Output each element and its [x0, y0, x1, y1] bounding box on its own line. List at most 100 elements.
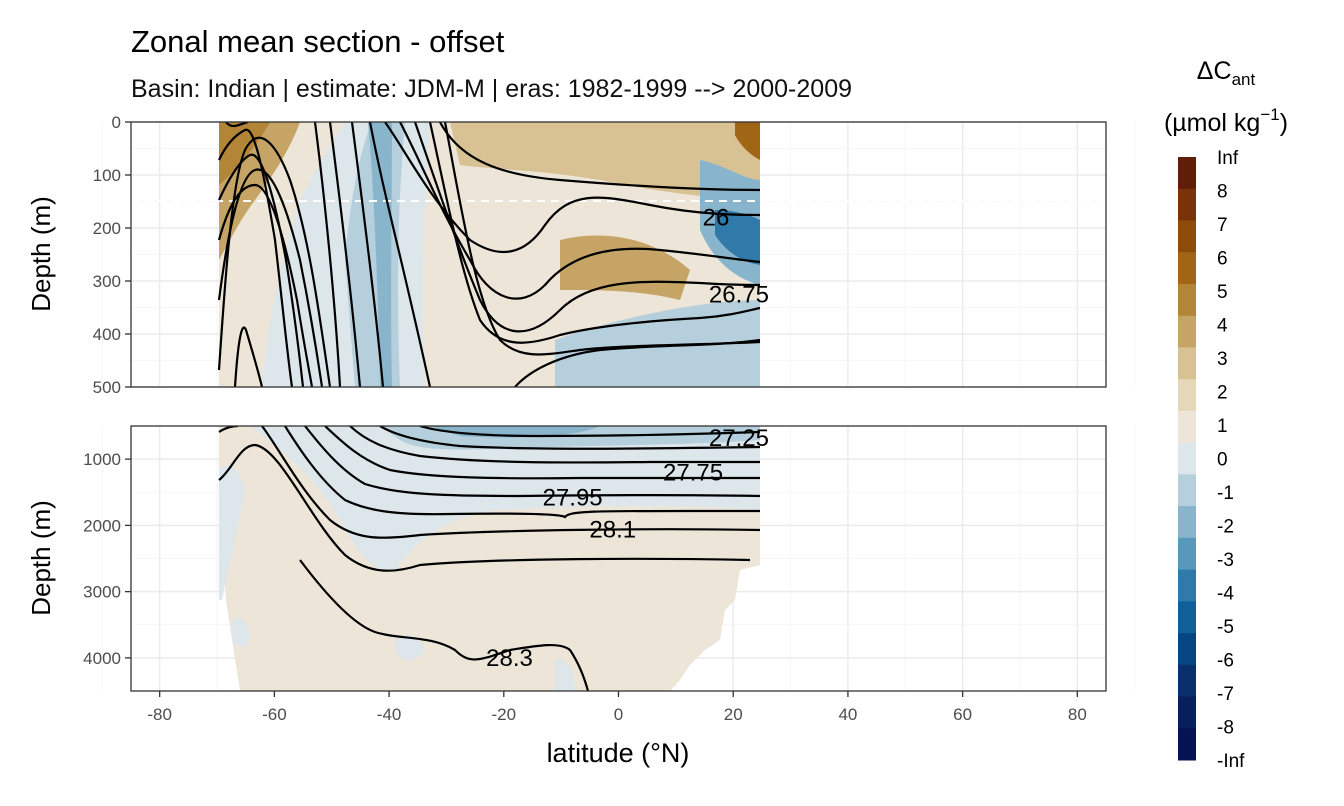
- contour-label: 27.75: [663, 459, 723, 486]
- isopycnal-line: [428, 122, 761, 344]
- y-tick-label: 1000: [83, 450, 121, 469]
- legend-label: 0: [1217, 450, 1228, 471]
- legend-swatch: [1178, 283, 1196, 317]
- upper-positive-north: [560, 235, 690, 300]
- contour-label: 26: [703, 204, 730, 231]
- x-tick-label: 60: [953, 705, 972, 724]
- x-axis-label: latitude (°N): [547, 738, 690, 768]
- contour-labels: 26 26.75 27.25 27.75 27.95 28.1 28.3: [486, 204, 769, 671]
- legend-title: ΔCant: [1197, 57, 1256, 89]
- isopycnal-line: [218, 443, 751, 572]
- y-tick-label: 0: [112, 113, 121, 132]
- legend-swatch: [1178, 601, 1196, 634]
- contour-label: 28.1: [589, 516, 636, 543]
- legend-label: -8: [1217, 718, 1234, 739]
- isopycnal-line: [350, 122, 385, 387]
- legend-label: -Inf: [1217, 751, 1245, 772]
- legend-swatch: [1178, 188, 1196, 221]
- y-tick-label: 4000: [83, 649, 121, 668]
- upper-positive-subtropics: [450, 122, 760, 200]
- legend-swatch: [1178, 569, 1196, 602]
- isopycnal-line: [349, 426, 760, 464]
- legend-label: -1: [1217, 483, 1234, 504]
- y-tick-label: 400: [93, 325, 121, 344]
- legend-label: 4: [1217, 316, 1228, 337]
- legend-swatch: [1178, 633, 1196, 666]
- upper-isopycnals: [217, 122, 761, 387]
- contour-label: 27.25: [709, 425, 769, 452]
- lower-negative-west: [219, 466, 245, 600]
- legend: ΔCant (µmol kg−1) Inf 8 7 6 5 4 3 2 1 0 -1 -2 -3 -4 -5…: [1164, 57, 1288, 772]
- legend-units-sup: −1: [1260, 105, 1279, 124]
- lower-negative-patch: [555, 659, 575, 691]
- isopycnal-line: [328, 122, 362, 387]
- chart-title: Zonal mean section - offset: [131, 24, 505, 59]
- isopycnal-line: [299, 559, 590, 691]
- legend-label: -3: [1217, 550, 1234, 571]
- x-axis: -80 -60 -40 -20 0 20 40 60 80: [147, 691, 1087, 724]
- legend-label: -7: [1217, 684, 1234, 705]
- isopycnal-line: [439, 122, 761, 192]
- legend-swatch: [1178, 315, 1196, 348]
- legend-units-prefix: (µmol kg: [1164, 109, 1260, 137]
- contour-label: 26.75: [709, 281, 769, 308]
- legend-label: 3: [1217, 349, 1228, 370]
- legend-colorbar: [1178, 157, 1196, 761]
- y-tick-label: 3000: [83, 583, 121, 602]
- y-axis-label-upper: Depth (m): [26, 196, 56, 312]
- legend-labels: Inf 8 7 6 5 4 3 2 1 0 -1 -2 -3 -4 -5 -6 -7 -8 -Inf: [1217, 148, 1245, 772]
- x-tick-label: -80: [147, 705, 172, 724]
- y-tick-label: 100: [93, 166, 121, 185]
- chart-subtitle: Basin: Indian | estimate: JDM-M | eras: …: [131, 75, 852, 103]
- legend-units-suffix: ): [1280, 109, 1288, 137]
- legend-swatch: [1178, 506, 1196, 539]
- legend-swatch: [1178, 220, 1196, 253]
- legend-swatch: [1178, 347, 1196, 380]
- isopycnal-line: [379, 426, 761, 450]
- contour-label: 28.3: [486, 645, 533, 672]
- legend-swatch: [1178, 696, 1196, 729]
- contour-label: 27.95: [543, 485, 603, 512]
- legend-swatch: [1178, 442, 1196, 475]
- x-tick-label: 0: [614, 705, 623, 724]
- legend-label: -2: [1217, 517, 1234, 538]
- legend-label: 6: [1217, 249, 1228, 270]
- legend-label: 1: [1217, 416, 1228, 437]
- legend-label: 2: [1217, 383, 1228, 404]
- legend-swatch: [1178, 379, 1196, 412]
- lower-isopycnals: [218, 426, 761, 691]
- x-tick-label: -40: [377, 705, 402, 724]
- upper-negative-stripe: [368, 122, 392, 387]
- legend-swatch: [1178, 537, 1196, 571]
- legend-swatch: [1178, 728, 1196, 761]
- isopycnal-line: [218, 128, 294, 387]
- isopycnal-line: [313, 122, 342, 387]
- legend-title-main: ΔC: [1197, 57, 1232, 85]
- upper-y-axis: 0 100 200 300 400 500: [93, 113, 131, 397]
- legend-label: -4: [1217, 584, 1234, 605]
- isopycnal-line: [217, 136, 332, 387]
- lower-y-axis: 1000 2000 3000 4000: [83, 450, 131, 668]
- x-tick-label: -60: [262, 705, 287, 724]
- y-tick-label: 200: [93, 219, 121, 238]
- isopycnal-line: [413, 122, 761, 333]
- isopycnal-line: [368, 122, 432, 387]
- isopycnal-line: [233, 326, 264, 387]
- x-tick-label: 40: [838, 705, 857, 724]
- y-tick-label: 300: [93, 272, 121, 291]
- y-tick-label: 2000: [83, 516, 121, 535]
- x-tick-label: 20: [724, 705, 743, 724]
- y-tick-label: 500: [93, 378, 121, 397]
- lower-negative-patch: [232, 618, 250, 647]
- isopycnal-line: [384, 122, 761, 254]
- isopycnal-line: [399, 122, 761, 300]
- lower-panel: 1000 2000 3000 4000 -80 -60 -40 -20 0 20 40 60 80: [83, 425, 1136, 724]
- legend-swatch: [1178, 252, 1196, 285]
- upper-negative-north: [555, 300, 760, 387]
- upper-negative-north-deep: [715, 210, 760, 265]
- lower-negative-patch: [395, 634, 425, 661]
- x-tick-label: -20: [492, 705, 517, 724]
- isopycnal-line: [304, 426, 761, 498]
- isopycnal-line: [419, 426, 761, 438]
